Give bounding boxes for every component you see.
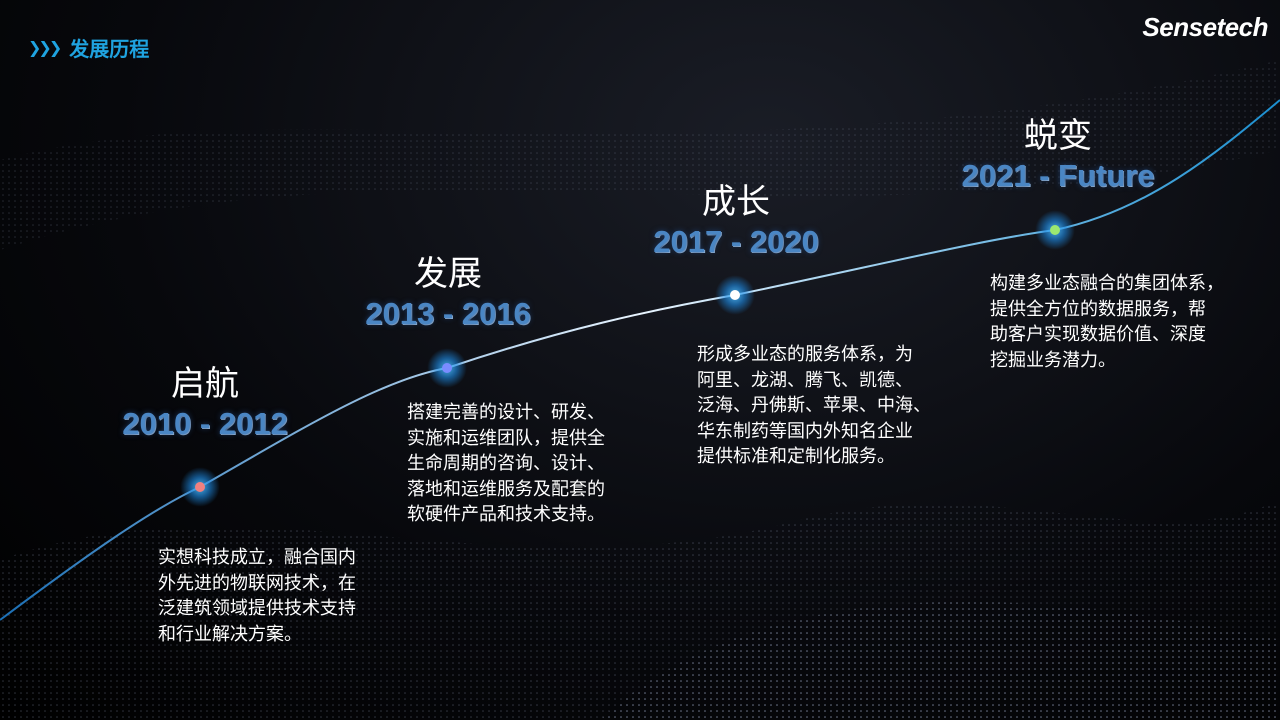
desc-line: 构建多业态融合的集团体系， <box>990 273 1224 294</box>
stage-years: 2010 - 2012 <box>122 406 288 441</box>
node-dot <box>1050 225 1060 235</box>
stage-name: 发展 <box>414 254 482 294</box>
stage-years: 2017 - 2020 <box>653 224 819 259</box>
desc-line: 外先进的物联网技术，在 <box>158 572 356 594</box>
desc-line: 生命周期的咨询、设计、 <box>407 453 605 474</box>
stage-description: 实想科技成立，融合国内 外先进的物联网技术，在 泛建筑领域提供技术支持 和行业解… <box>158 545 356 647</box>
desc-line: 实施和运维团队，提供全 <box>407 427 605 449</box>
stage-2021: 蜕变 2021 - Future <box>928 116 1188 196</box>
desc-line: 华东制药等国内外知名企业 <box>697 420 913 442</box>
desc-line: 阿里、龙湖、腾飞、凯德、 <box>697 369 913 391</box>
desc-line: 泛海、丹佛斯、苹果、中海、 <box>697 395 931 416</box>
stage-years: 2013 - 2016 <box>365 296 531 331</box>
desc-line: 和行业解决方案。 <box>158 623 302 645</box>
stage-name: 成长 <box>702 182 770 222</box>
stage-years: 2021 - Future <box>961 158 1155 193</box>
node-dot <box>195 482 205 492</box>
desc-line: 助客户实现数据价值、深度 <box>990 324 1206 345</box>
desc-line: 挖掘业务潜力。 <box>990 349 1116 371</box>
page-title: 发展历程 <box>69 37 150 61</box>
stage-name: 启航 <box>171 364 239 404</box>
logo: Sensetech <box>1142 12 1268 42</box>
section-header: ❯❯❯ 发展历程 <box>28 33 149 62</box>
stage-2010: 启航 2010 - 2012 <box>75 364 335 444</box>
node-dot <box>442 363 452 373</box>
timeline-node <box>180 467 220 507</box>
timeline-node <box>427 348 467 388</box>
stage-description: 搭建完善的设计、研发、 实施和运维团队，提供全 生命周期的咨询、设计、 落地和运… <box>407 400 605 528</box>
desc-line: 软硬件产品和技术支持。 <box>407 504 605 525</box>
triple-chevron-right-icon: ❯❯❯ <box>28 38 62 57</box>
desc-line: 提供全方位的数据服务，帮 <box>990 298 1206 320</box>
stage-description: 构建多业态融合的集团体系， 提供全方位的数据服务，帮 助客户实现数据价值、深度 … <box>990 271 1224 373</box>
desc-line: 提供标准和定制化服务。 <box>697 446 895 467</box>
desc-line: 搭建完善的设计、研发、 <box>407 402 605 423</box>
desc-line: 落地和运维服务及配套的 <box>407 478 605 500</box>
stage-name: 蜕变 <box>1024 116 1092 156</box>
timeline-node <box>715 275 755 315</box>
stage-2017: 成长 2017 - 2020 <box>606 182 866 262</box>
stage-description: 形成多业态的服务体系，为 阿里、龙湖、腾飞、凯德、 泛海、丹佛斯、苹果、中海、 … <box>697 342 931 470</box>
stage-2013: 发展 2013 - 2016 <box>318 254 578 334</box>
desc-line: 泛建筑领域提供技术支持 <box>158 598 356 619</box>
node-dot <box>730 290 740 300</box>
desc-line: 形成多业态的服务体系，为 <box>697 344 913 365</box>
desc-line: 实想科技成立，融合国内 <box>158 547 356 568</box>
timeline-node <box>1035 210 1075 250</box>
